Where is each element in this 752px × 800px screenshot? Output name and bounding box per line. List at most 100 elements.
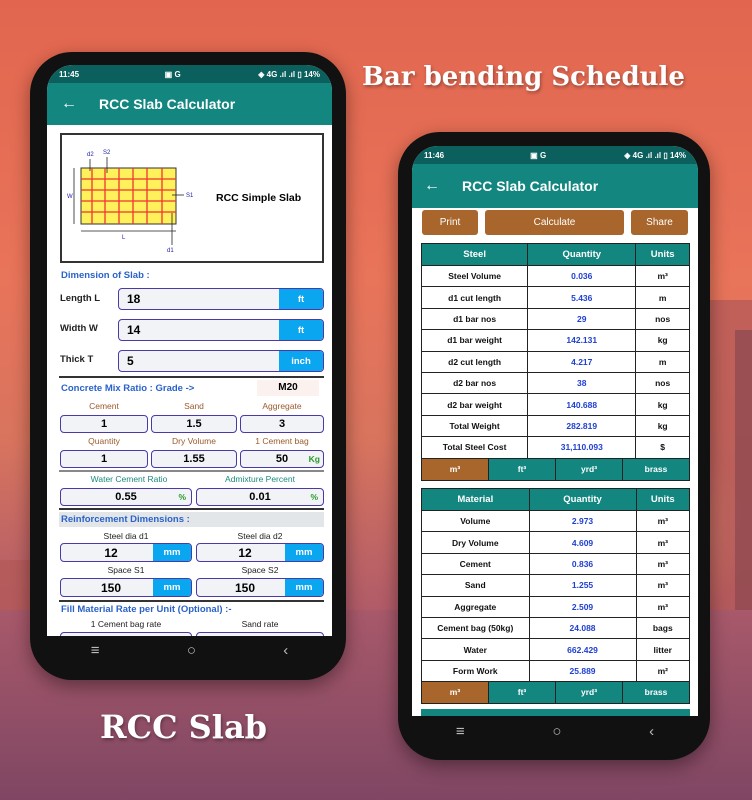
left-screen: 11:45 ▣ G ◈ 4G .ıl .ıl ▯ 14% ← RCC Slab Cal…: [47, 65, 332, 636]
sand-rate-input[interactable]: [196, 632, 324, 636]
label-cement-bag-rate: 1 Cement bag rate: [90, 619, 162, 629]
row-quantity: 282.819: [527, 414, 637, 438]
section-dimension: Dimension of Slab :: [61, 270, 150, 281]
unit-tab[interactable]: ft³: [488, 682, 555, 704]
unit-tabs: m³ ft³ yrd³ brass: [421, 681, 690, 705]
column-header: Quantity: [528, 488, 637, 511]
dry-volume-input[interactable]: 1.55: [151, 450, 237, 468]
space-s1-input[interactable]: 150 mm: [60, 578, 192, 597]
label-quantity: Quantity: [88, 436, 120, 446]
status-bar: 11:46 ▣ G ◈ 4G .ıl .ıl ▯ 14%: [412, 146, 698, 164]
d2-unit-dropdown[interactable]: mm: [285, 544, 323, 561]
unit-tab[interactable]: ft³: [488, 458, 555, 480]
thick-value[interactable]: 5: [127, 354, 134, 368]
table-row: d1 bar weight 142.131 kg: [420, 329, 690, 352]
row-label: d1 bar nos: [420, 307, 529, 331]
unit-tab[interactable]: m³: [422, 458, 488, 480]
unit-tab[interactable]: brass: [622, 458, 689, 480]
space-s2-input[interactable]: 150 mm: [196, 578, 324, 597]
column-header: Units: [635, 488, 691, 511]
unit-tab[interactable]: yrd³: [555, 682, 622, 704]
space-s1-value[interactable]: 150: [100, 580, 122, 595]
recent-apps-icon[interactable]: ≡: [90, 641, 100, 659]
label-space-s1: Space S1: [107, 565, 145, 575]
width-value[interactable]: 14: [127, 323, 141, 337]
s2-unit-dropdown[interactable]: mm: [285, 579, 323, 596]
unit-tab[interactable]: yrd³: [555, 458, 622, 480]
cement-bag-value[interactable]: 50: [275, 453, 289, 465]
thick-unit-dropdown[interactable]: inch: [279, 351, 323, 371]
water-cement-value[interactable]: 0.55: [115, 491, 137, 503]
back-arrow-icon[interactable]: ←: [61, 95, 77, 112]
cement-bag-input[interactable]: 50 Kg: [240, 450, 324, 468]
back-icon[interactable]: ‹: [649, 722, 655, 740]
label-d2: d2: [87, 152, 94, 158]
divider: [59, 470, 324, 472]
table-row: Aggregate 2.509 m³: [421, 595, 691, 618]
divider: [59, 376, 324, 378]
quantity-input[interactable]: 1: [60, 450, 148, 468]
admixture-value[interactable]: 0.01: [249, 491, 271, 503]
column-header: Quantity: [527, 243, 637, 266]
status-time: 11:46: [424, 150, 445, 160]
row-label: Sand: [421, 574, 530, 597]
water-cement-input[interactable]: 0.55%: [60, 488, 192, 506]
s1-unit-dropdown[interactable]: mm: [153, 579, 191, 596]
signal-battery-icons: ◈ 4G .ıl .ıl ▯ 14%: [624, 150, 686, 160]
steel-dia-d2-value[interactable]: 12: [238, 545, 252, 560]
steel-dia-d2-input[interactable]: 12 mm: [196, 543, 324, 562]
thick-input[interactable]: 5 inch: [118, 350, 324, 372]
row-unit: bags: [635, 616, 691, 640]
row-quantity: 5.436: [527, 286, 637, 309]
home-icon[interactable]: ○: [552, 722, 562, 740]
label-w: W: [67, 194, 73, 200]
row-quantity: 29: [527, 307, 637, 331]
percent-unit: %: [178, 492, 186, 502]
print-button[interactable]: Print: [422, 210, 478, 235]
divider: [59, 600, 324, 602]
table-row: Cement bag (50kg) 24.088 bags: [421, 616, 691, 640]
label-admixture: Admixture Percent: [225, 474, 295, 484]
unit-tab[interactable]: brass: [622, 682, 689, 704]
row-label: d1 cut length: [420, 286, 529, 309]
row-quantity: 4.609: [528, 531, 637, 554]
length-input[interactable]: 18 ft: [118, 288, 324, 310]
unit-tab[interactable]: m³: [422, 682, 488, 704]
admixture-input[interactable]: 0.01%: [196, 488, 324, 506]
aggregate-ratio-input[interactable]: 3: [240, 415, 324, 433]
length-value[interactable]: 18: [127, 292, 141, 306]
section-material-rate: Fill Material Rate per Unit (Optional) :…: [61, 604, 232, 615]
home-icon[interactable]: ○: [186, 641, 196, 659]
row-unit: kg: [635, 414, 690, 438]
nav-bar: ≡ ○ ‹: [47, 636, 332, 664]
width-input[interactable]: 14 ft: [118, 319, 324, 341]
row-unit: m³: [635, 595, 691, 618]
percent-unit: %: [310, 492, 318, 502]
space-s2-value[interactable]: 150: [234, 580, 256, 595]
d1-unit-dropdown[interactable]: mm: [153, 544, 191, 561]
row-quantity: 0.836: [528, 552, 637, 576]
row-label: d2 bar weight: [420, 393, 529, 416]
steel-dia-d1-input[interactable]: 12 mm: [60, 543, 192, 562]
back-arrow-icon[interactable]: ←: [424, 177, 440, 194]
row-quantity: 25.889: [528, 659, 637, 683]
table-row: Total Steel Cost 31,110.093 $: [420, 436, 690, 459]
width-unit-dropdown[interactable]: ft: [279, 320, 323, 340]
length-unit-dropdown[interactable]: ft: [279, 289, 323, 309]
sand-ratio-input[interactable]: 1.5: [151, 415, 237, 433]
cement-bag-rate-input[interactable]: [60, 632, 192, 636]
row-unit: nos: [635, 371, 690, 395]
label-width: Width W: [60, 323, 98, 334]
back-icon[interactable]: ‹: [283, 641, 289, 659]
recent-apps-icon[interactable]: ≡: [455, 722, 465, 740]
calculate-button[interactable]: Calculate: [485, 210, 624, 235]
right-screen: 11:46 ▣ G ◈ 4G .ıl .ıl ▯ 14% ← RCC Slab Cal…: [412, 146, 698, 716]
row-quantity: 2.509: [528, 595, 637, 618]
grade-dropdown[interactable]: M20: [257, 380, 319, 396]
table-row: Form Work 25.889 m²: [421, 659, 691, 683]
label-s2: S2: [103, 150, 111, 156]
share-button[interactable]: Share: [631, 210, 688, 235]
steel-dia-d1-value[interactable]: 12: [104, 545, 118, 560]
cement-ratio-input[interactable]: 1: [60, 415, 148, 433]
row-label: Water: [421, 638, 530, 661]
